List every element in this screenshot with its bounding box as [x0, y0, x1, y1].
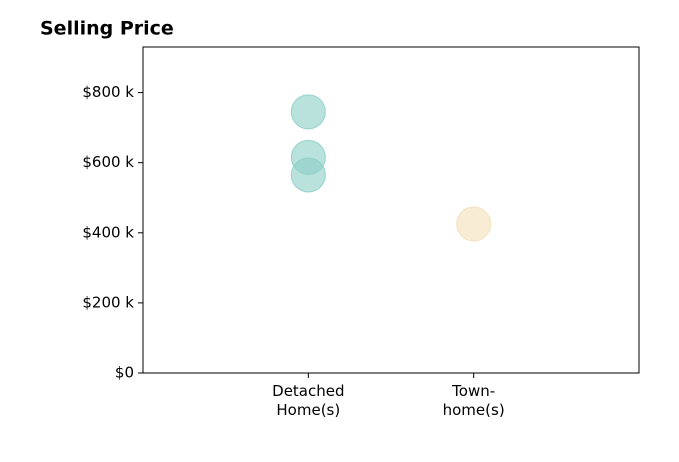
x-tick-label: Town- home(s) — [442, 382, 505, 419]
y-tick-label: $200 k — [82, 293, 134, 311]
point — [290, 94, 326, 130]
y-tick-label: $800 k — [82, 83, 134, 101]
point — [456, 206, 492, 242]
y-tick-label: $600 k — [82, 153, 134, 171]
y-tick-label: $400 k — [82, 223, 134, 241]
y-tick-label: $0 — [115, 364, 134, 382]
chart-title: Selling Price — [40, 18, 174, 40]
plot-frame — [142, 46, 640, 374]
point — [290, 157, 326, 193]
x-tick-label: Detached Home(s) — [272, 382, 345, 419]
